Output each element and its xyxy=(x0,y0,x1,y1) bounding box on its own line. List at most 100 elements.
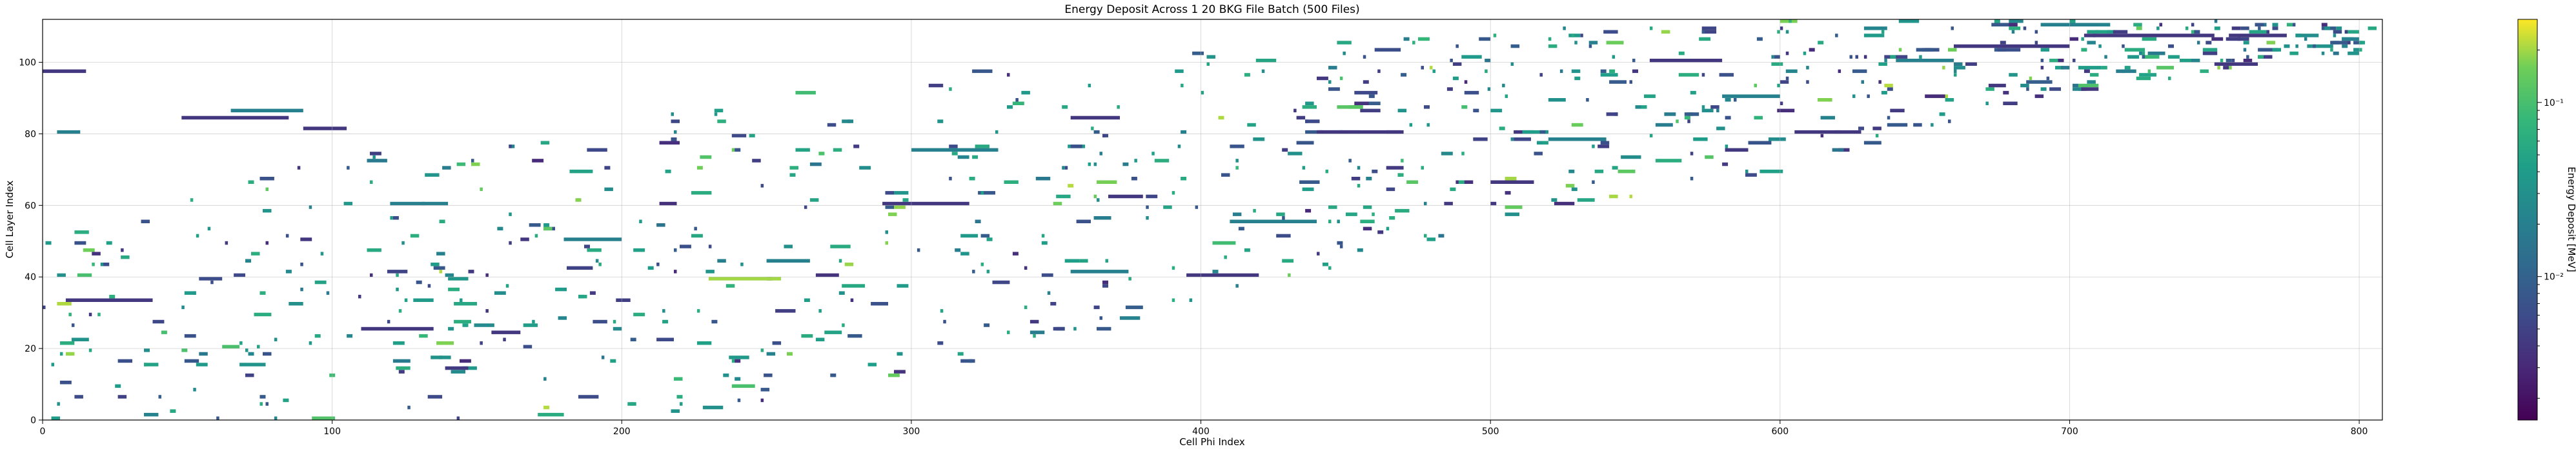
heatmap-cell xyxy=(2055,66,2064,70)
heatmap-cell xyxy=(1056,194,1071,199)
heatmap-cell xyxy=(2000,41,2006,45)
heatmap-cell xyxy=(1230,145,1244,148)
heatmap-cell xyxy=(1539,73,1543,77)
heatmap-cell xyxy=(2295,34,2319,37)
heatmap-cell xyxy=(1725,98,1731,102)
heatmap-cell xyxy=(674,377,683,381)
heatmap-track xyxy=(2214,62,2258,66)
heatmap-cell xyxy=(2231,59,2235,63)
heatmap-cell xyxy=(1693,137,1708,141)
heatmap-cell xyxy=(1146,216,1149,220)
heatmap-cell xyxy=(717,259,726,263)
heatmap-cell xyxy=(1780,19,1798,23)
heatmap-cell xyxy=(1099,152,1102,155)
heatmap-cell xyxy=(1302,105,1317,109)
heatmap-cell xyxy=(117,359,132,363)
heatmap-cell xyxy=(702,405,724,410)
heatmap-cell xyxy=(1780,101,1783,105)
heatmap-cell xyxy=(392,359,411,363)
heatmap-cell xyxy=(1464,80,1468,84)
heatmap-cell xyxy=(2127,55,2140,59)
heatmap-cell xyxy=(1339,245,1343,248)
heatmap-cell xyxy=(2139,73,2156,77)
heatmap-cell xyxy=(1372,169,1378,174)
heatmap-cell xyxy=(2087,80,2096,84)
heatmap-cell xyxy=(2295,44,2298,48)
heatmap-cell xyxy=(1035,177,1051,181)
heatmap-cell xyxy=(2246,55,2249,59)
heatmap-track xyxy=(766,259,810,263)
heatmap-cell xyxy=(1426,123,1430,127)
heatmap-cell xyxy=(2196,41,2200,45)
heatmap-cell xyxy=(1192,51,1204,55)
heatmap-cell xyxy=(1551,198,1557,202)
heatmap-cell xyxy=(949,87,952,91)
heatmap-cell xyxy=(1171,266,1175,270)
heatmap-cell xyxy=(1725,148,1749,152)
heatmap-cell xyxy=(838,291,845,295)
heatmap-cell xyxy=(1565,184,1575,188)
heatmap-cell xyxy=(2330,48,2333,52)
heatmap-cell xyxy=(2336,26,2342,30)
heatmap-cell xyxy=(1771,55,1774,59)
heatmap-cell xyxy=(1505,212,1519,216)
heatmap-cell xyxy=(480,187,483,192)
heatmap-cell xyxy=(960,234,979,238)
heatmap-cell xyxy=(401,241,405,245)
heatmap-cell xyxy=(1629,194,1632,199)
heatmap-cell xyxy=(1261,69,1265,74)
heatmap-cell xyxy=(1175,69,1184,74)
heatmap-cell xyxy=(1931,123,1934,127)
y-axis-ticks: 0 20 40 60 80 100 xyxy=(19,58,43,426)
heatmap-cell xyxy=(207,226,211,231)
heatmap-cell xyxy=(694,226,697,231)
heatmap-cell xyxy=(413,298,434,302)
heatmap-cell xyxy=(2009,73,2018,77)
heatmap-cell xyxy=(595,259,599,263)
heatmap-cell xyxy=(2040,48,2050,52)
heatmap-cell xyxy=(830,245,851,248)
heatmap-cell xyxy=(844,263,854,266)
heatmap-cell xyxy=(2034,94,2044,98)
heatmap-cell xyxy=(1898,48,1902,52)
heatmap-cell xyxy=(1878,62,1887,66)
heatmap-cell xyxy=(725,284,735,288)
heatmap-cell xyxy=(543,223,550,227)
heatmap-cell xyxy=(1832,148,1844,152)
heatmap-cell xyxy=(248,180,254,184)
heatmap-cell xyxy=(633,248,645,252)
heatmap-cell xyxy=(885,230,888,234)
heatmap-cell xyxy=(2023,26,2027,30)
heatmap-cell xyxy=(1988,83,2006,88)
heatmap-cell xyxy=(604,187,613,192)
heatmap-cell xyxy=(969,177,975,181)
heatmap-cell xyxy=(2124,48,2145,52)
heatmap-cell xyxy=(1863,26,1887,30)
heatmap-track xyxy=(1070,115,1120,120)
heatmap-cell xyxy=(1206,55,1215,59)
heatmap-cell xyxy=(1603,30,1618,34)
heatmap-cell xyxy=(2266,30,2269,34)
heatmap-cell xyxy=(2156,26,2160,30)
heatmap-cell xyxy=(680,402,683,406)
heatmap-cell xyxy=(1372,212,1375,216)
heatmap-cell xyxy=(1461,152,1465,155)
heatmap-cell xyxy=(1366,177,1372,181)
heatmap-cell xyxy=(454,319,471,324)
heatmap-cell xyxy=(555,287,564,292)
heatmap-cell xyxy=(1649,26,1653,30)
heatmap-cell xyxy=(1181,177,1187,181)
heatmap-cell xyxy=(460,298,463,302)
heatmap-cell xyxy=(665,169,671,174)
heatmap-cell xyxy=(245,348,248,352)
heatmap-cell xyxy=(1047,291,1051,295)
heatmap-cell xyxy=(804,298,810,302)
heatmap-cell xyxy=(696,341,712,345)
heatmap-cell xyxy=(1062,105,1068,109)
heatmap-cell xyxy=(1064,259,1080,263)
heatmap-cell xyxy=(1690,177,1694,181)
heatmap-cell xyxy=(1701,26,1717,30)
heatmap-cell xyxy=(1299,180,1320,184)
heatmap-cell xyxy=(1146,194,1158,199)
heatmap-cell xyxy=(867,363,877,366)
